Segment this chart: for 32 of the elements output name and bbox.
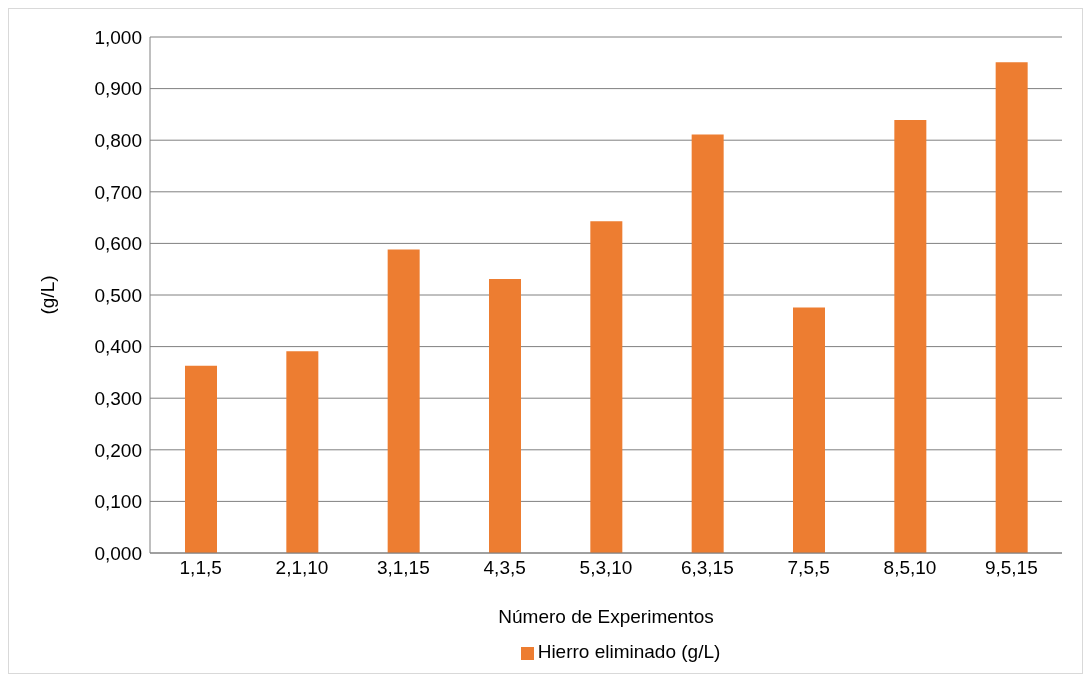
x-tick-label: 1,1,5 xyxy=(179,557,222,579)
x-tick-label: 4,3,5 xyxy=(483,557,526,579)
x-tick-label: 8,5,10 xyxy=(883,557,937,579)
x-tick-label: 5,3,10 xyxy=(579,557,633,579)
y-tick-label: 0,700 xyxy=(94,181,142,203)
legend-label: Hierro eliminado (g/L) xyxy=(537,641,721,662)
x-axis-title: Número de Experimentos xyxy=(498,606,714,627)
bar xyxy=(185,365,217,553)
x-tick-label: 9,5,15 xyxy=(984,557,1038,579)
bar xyxy=(387,249,420,553)
bar xyxy=(590,221,623,553)
bar xyxy=(691,134,724,553)
x-tick-label: 3,1,15 xyxy=(376,557,430,579)
y-tick-label: 0,400 xyxy=(94,336,142,358)
x-tick-label: 7,5,5 xyxy=(787,557,830,579)
bar xyxy=(894,120,927,553)
bar xyxy=(489,279,521,553)
bar xyxy=(995,62,1028,553)
y-tick-label: 0,300 xyxy=(94,387,142,409)
y-tick-label: 0,100 xyxy=(94,491,142,513)
y-tick-label: 0,900 xyxy=(94,78,142,100)
y-tick-label: 0,500 xyxy=(94,284,142,306)
y-axis-title: (g/L) xyxy=(36,275,58,315)
y-tick-label: 0,600 xyxy=(94,233,142,255)
y-tick-label: 0,200 xyxy=(94,439,142,461)
x-tick-label: 2,1,10 xyxy=(275,557,329,579)
y-tick-label: 0,800 xyxy=(94,129,142,151)
bar xyxy=(286,351,319,553)
x-tick-label: 6,3,15 xyxy=(680,557,734,579)
bar xyxy=(793,307,825,553)
y-tick-label: 1,000 xyxy=(94,26,142,48)
y-tick-label: 0,000 xyxy=(94,542,142,564)
